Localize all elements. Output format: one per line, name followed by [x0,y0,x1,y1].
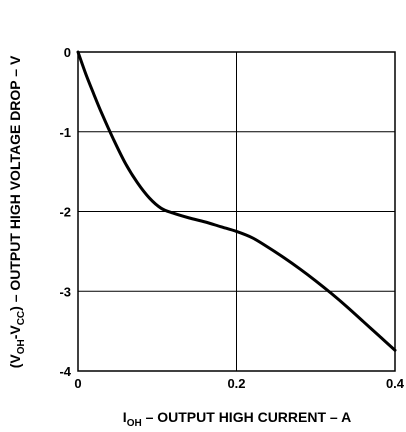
y-tick-labels: 0 -1 -2 -3 -4 [59,45,71,379]
y-axis-label: (VOH-VCC) – OUTPUT HIGH VOLTAGE DROP – V [7,55,27,368]
x-tick-label: 0.4 [386,376,405,391]
x-tick-labels: 0 0.2 0.4 [74,376,404,391]
y-tick-label: -3 [59,284,71,299]
series-line-0 [76,50,397,352]
x-axis-label: IOH – OUTPUT HIGH CURRENT – A [123,409,351,429]
x-tick-label: 0.2 [227,376,245,391]
plot-frame [77,51,396,372]
grid-lines [78,52,395,371]
series-layer [76,50,397,352]
x-tick-label: 0 [74,376,81,391]
y-tick-label: -1 [59,125,71,140]
y-tick-label: 0 [64,45,71,60]
y-tick-label: -4 [59,364,71,379]
y-tick-label: -2 [59,205,71,220]
